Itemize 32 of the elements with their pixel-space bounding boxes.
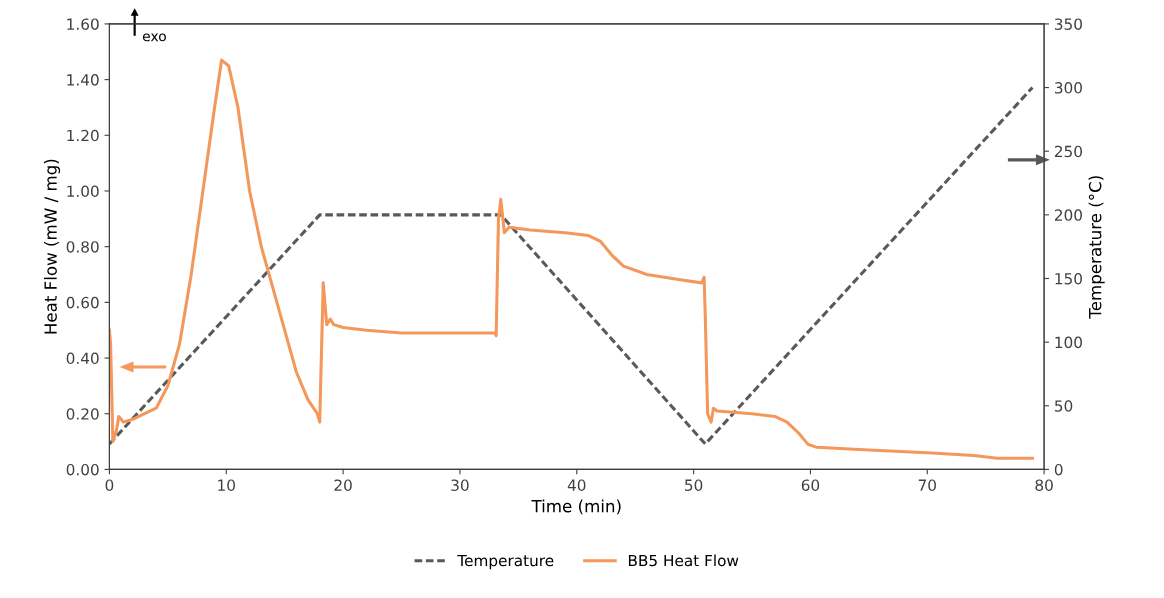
- x-tick-label: 0: [105, 479, 114, 491]
- x-tick-label: 80: [1035, 479, 1053, 491]
- y-tick-label: 1.40: [67, 74, 99, 86]
- y-tick-label: 0.20: [66, 408, 99, 420]
- x-tick-label: 10: [218, 479, 235, 491]
- y-tick-label: 0.60: [66, 296, 99, 309]
- y2-tick-label: 50: [1055, 400, 1073, 412]
- x-axis-title: Time (min): [531, 499, 621, 515]
- x-tick-label: 70: [918, 479, 936, 491]
- x-tick-label: 40: [567, 479, 586, 491]
- y2-axis-title: Temperature (°C): [1088, 176, 1105, 319]
- annotation: exo: [142, 33, 166, 42]
- y2-tick-label: 350: [1055, 18, 1082, 30]
- legend-label: Temperature: [457, 554, 554, 570]
- y2-tick-label: 300: [1055, 82, 1082, 94]
- y-tick-label: 1.60: [67, 18, 99, 30]
- y-axis-title: Heat Flow (mW / mg): [43, 159, 61, 334]
- x-tick-label: 60: [801, 479, 820, 491]
- y-tick-label: 0.40: [66, 352, 99, 365]
- y2-tick-label: 100: [1055, 336, 1082, 349]
- y2-tick-label: 0: [1054, 463, 1063, 476]
- y-tick-label: 0.80: [66, 241, 99, 253]
- x-tick-label: 30: [451, 479, 469, 491]
- x-tick-label: 50: [685, 479, 703, 491]
- y-tick-label: 0.00: [66, 463, 99, 476]
- legend-label: BB5 Heat Flow: [628, 554, 739, 567]
- y-tick-label: 1.00: [67, 185, 99, 198]
- y2-tick-label: 150: [1055, 272, 1082, 285]
- y2-tick-label: 200: [1054, 209, 1082, 221]
- x-tick-label: 20: [334, 479, 352, 491]
- y-tick-label: 1.20: [67, 129, 99, 142]
- y2-tick-label: 250: [1054, 145, 1082, 158]
